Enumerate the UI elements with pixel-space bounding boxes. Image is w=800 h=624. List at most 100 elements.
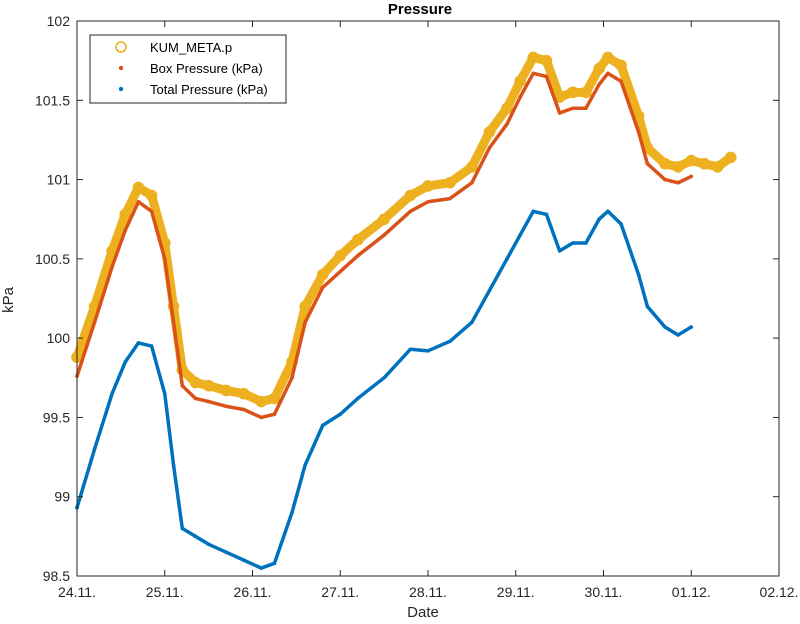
x-axis-label: Date [407,604,439,621]
data-point [162,257,167,261]
data-point [448,339,452,344]
x-tick-label: 02.12. [760,584,799,600]
data-point [685,154,698,167]
x-tick-label: 30.11. [585,584,623,600]
data-point [426,349,430,353]
data-point [470,180,474,185]
data-point [123,228,128,233]
data-point [356,396,360,401]
data-point [180,383,185,388]
data-point [636,272,641,277]
data-point [237,387,250,400]
data-point [220,384,232,397]
data-point [483,126,496,138]
data-point [602,51,614,64]
data-point [320,423,325,428]
x-tick-label: 24.11. [58,584,96,600]
data-point [136,341,141,345]
data-point [171,463,176,467]
data-point [162,391,167,396]
data-point [206,399,211,404]
data-point [619,222,623,226]
data-point [255,395,268,408]
x-tick-label: 29.11. [497,584,535,600]
data-point [466,161,478,173]
data-point [659,157,671,170]
y-tick-label: 99 [54,489,70,505]
x-tick-label: 25.11. [146,584,184,600]
data-point [422,180,434,192]
data-point [290,510,294,515]
x-tick-label: 28.11. [409,584,447,600]
legend-entry: Box Pressure (kPa) [150,61,263,76]
data-point [570,106,575,111]
data-point [557,249,562,253]
data-point [584,241,588,245]
data-point [645,304,650,309]
data-point [290,375,294,380]
data-point [619,79,623,84]
data-point [303,320,307,325]
data-point [382,375,386,380]
y-tick-label: 100.5 [35,251,70,267]
x-axis-ticks: 24.11. 25.11. 26.11. 27.11. 28.11. 29.11. 30.1… [58,21,798,600]
data-point [408,209,413,214]
data-point [241,407,246,412]
data-point [514,75,526,88]
data-point [606,209,610,214]
plot-area-frame [76,20,780,577]
data-point [527,51,540,64]
data-point [676,180,680,185]
x-tick-label: 01.12. [672,584,711,600]
data-point [92,447,97,451]
data-point [193,396,198,401]
data-point [531,209,536,214]
data-point [224,550,228,555]
data-point [272,561,277,566]
data-point [444,176,456,189]
legend-marker-dot [118,65,124,71]
data-point [584,106,588,111]
data-point [487,288,492,293]
data-point [119,208,132,221]
data-point [338,269,343,274]
data-point [689,325,694,329]
data-point [149,209,154,214]
data-point [505,257,509,261]
data-point [544,74,549,79]
x-tick-label: 26.11. [234,584,272,600]
data-point [92,320,97,325]
series-lines [71,51,737,570]
y-tick-label: 102 [47,13,71,29]
legend-marker-dot [118,86,124,92]
data-point [487,146,492,150]
data-point [540,54,553,67]
data-point [606,71,610,76]
data-point [408,347,413,352]
data-point [518,95,522,99]
data-point [180,526,185,531]
data-point [724,151,737,164]
data-point [698,157,711,170]
data-point [501,102,513,115]
data-point [448,196,452,201]
data-point [334,249,347,262]
chart-title: Pressure [388,1,452,18]
legend-marker-circle [115,41,127,53]
data-point [505,122,509,126]
data-point [645,161,650,166]
data-point [404,189,417,202]
data-point [224,404,228,409]
data-point [206,542,211,547]
data-point [149,344,154,348]
data-point [566,86,579,99]
data-point [145,189,158,202]
data-point [259,415,264,420]
data-point [110,391,114,396]
chart-legend: KUM_META.p Box Pressure (kPa) Total Pressu… [89,34,287,104]
data-point [171,320,176,325]
data-point [303,463,307,467]
data-point [110,264,114,269]
data-point [136,199,141,204]
